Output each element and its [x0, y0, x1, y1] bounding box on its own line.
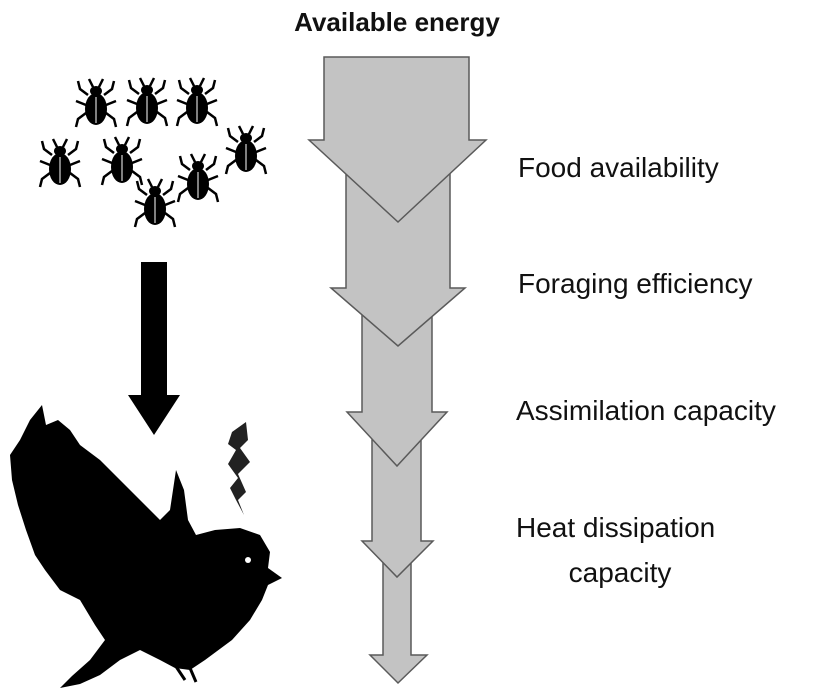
label: Food availability — [518, 152, 719, 183]
bird-feet — [173, 664, 198, 683]
arrow — [328, 169, 468, 347]
label: Heat dissipation — [516, 512, 715, 543]
label: capacity — [569, 557, 672, 588]
insect — [176, 152, 220, 204]
insects — [38, 76, 268, 229]
insect — [38, 137, 82, 189]
arrow — [360, 439, 435, 579]
black-arrow — [128, 262, 180, 435]
bird-eye — [245, 557, 251, 563]
insect — [74, 77, 118, 129]
insect — [100, 135, 144, 187]
arrow — [345, 309, 449, 468]
insect — [125, 76, 169, 128]
energy-arrows — [307, 56, 488, 685]
lightning — [228, 422, 250, 515]
arrow — [368, 559, 429, 685]
insect — [175, 76, 219, 128]
title: Available energy — [294, 7, 500, 37]
insect — [133, 177, 177, 229]
insect — [224, 124, 268, 176]
bird — [10, 405, 282, 688]
arrow — [307, 56, 488, 224]
label: Assimilation capacity — [516, 395, 776, 426]
label: Foraging efficiency — [518, 268, 753, 299]
